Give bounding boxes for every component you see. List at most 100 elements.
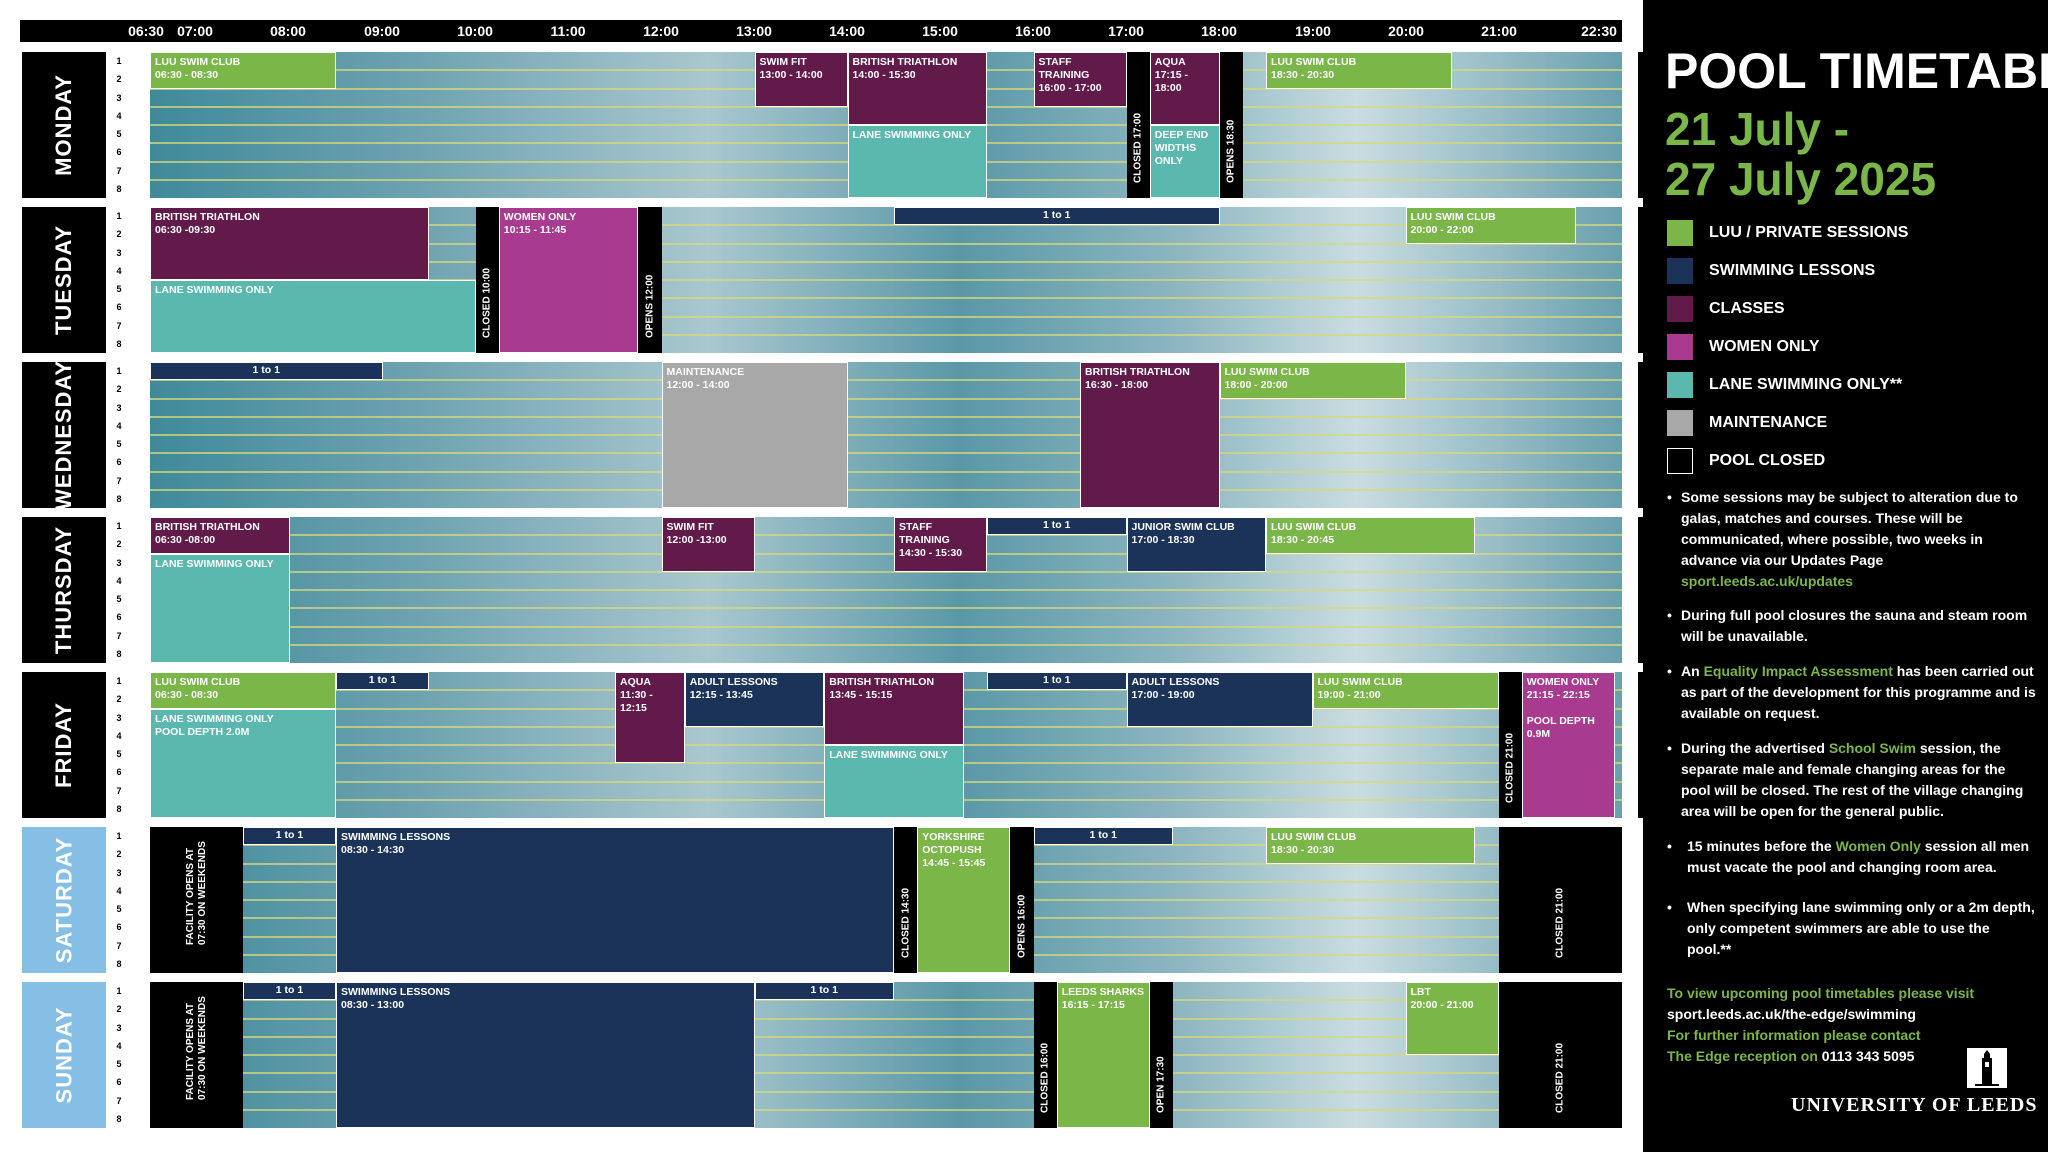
session-text: STAFF TRAINING 16:00 - 17:00 [1038, 56, 1102, 94]
lane-number: 7 [116, 320, 122, 331]
lane-line [150, 1035, 1622, 1038]
lane-number: 5 [116, 129, 122, 139]
session-text: LUU SWIM CLUB 06:30 - 08:30 [155, 676, 241, 701]
contact-info: To view upcoming pool timetables please … [1667, 983, 2037, 1067]
lane-line [150, 552, 1622, 555]
note-text: 15 minutes before the [1687, 838, 1832, 854]
bullet-icon: • [1667, 899, 1672, 915]
session-classes: BRITISH TRIATHLON 16:30 - 18:00 [1080, 362, 1220, 508]
lane-number: 4 [116, 1040, 122, 1051]
note-competent: • When specifying lane swimming only or … [1667, 897, 2037, 960]
page-title: POOL TIMETABLE [1665, 43, 2048, 99]
session-text: STAFF TRAINING 14:30 - 15:30 [899, 521, 963, 559]
contact-line: To view upcoming pool timetables please … [1667, 985, 1975, 1001]
lane-line [150, 379, 1622, 382]
session-lane: LANE SWIMMING ONLY [847, 125, 987, 198]
equality-assessment-link[interactable]: Equality Impact Assessment [1703, 663, 1893, 679]
lane-line [150, 333, 1622, 336]
note-text: During full pool closures the sauna and … [1681, 607, 2028, 644]
day-name: SATURDAY [51, 836, 77, 964]
session-text: LEEDS SHARKS 16:15 - 17:15 [1061, 986, 1145, 1011]
lane-number: 7 [116, 630, 122, 641]
session-text: MAINTENANCE 12:00 - 14:00 [666, 366, 745, 391]
note-school-swim: • During the advertised School Swim sess… [1667, 738, 2037, 822]
pool-day-row: LUU SWIM CLUB 06:30 - 08:30 SWIM FIT 13:0… [150, 52, 1662, 198]
lane-number: 2 [116, 1004, 122, 1015]
lane-number: 4 [116, 110, 122, 121]
lane-number: 6 [116, 457, 122, 468]
time-label: 18:00 [1201, 23, 1237, 39]
session-lane: LANE SWIMMING ONLY [150, 553, 290, 663]
lane-number: 3 [116, 557, 122, 568]
legend-swatch [1667, 372, 1693, 398]
session-luu: LUU SWIM CLUB 20:00 - 22:00 [1405, 207, 1576, 244]
time-label: 07:00 [177, 23, 213, 39]
lane-number: 8 [116, 338, 122, 349]
session-text: LANE SWIMMING ONLY [155, 284, 274, 296]
session-classes: STAFF TRAINING 14:30 - 15:30 [894, 517, 987, 572]
lane-line [150, 589, 1622, 591]
lane-number: 3 [116, 402, 122, 413]
timetables-link[interactable]: sport.leeds.ac.uk/the-edge/swimming [1667, 1006, 1916, 1022]
legend-label: MAINTENANCE [1709, 414, 1828, 431]
session-text: ADULT LESSONS 17:00 - 19:00 [1131, 676, 1220, 701]
note-text: Some sessions may be subject to alterati… [1681, 489, 2018, 568]
note-alterations: • Some sessions may be subject to altera… [1667, 487, 2037, 592]
session-classes: AQUA 11:30 - 12:15 [615, 672, 685, 764]
session-text: 1 to 1 [1043, 209, 1071, 221]
session-luu: YORKSHIRE OCTOPUSH 14:45 - 15:45 [917, 827, 1011, 973]
closure-text: CLOSED 17:00 [1132, 112, 1144, 183]
session-text: 1 to 1 [810, 984, 838, 996]
day-name: SUNDAY [51, 1006, 77, 1104]
phone-number: 0113 343 5095 [1821, 1048, 1915, 1064]
note-text: session, the separate male and female ch… [1681, 740, 2024, 819]
lane-line [150, 643, 1622, 646]
lane-number: 4 [116, 420, 122, 431]
school-swim-link[interactable]: School Swim [1828, 740, 1916, 756]
lane-line [150, 315, 1622, 318]
session-text: JUNIOR SWIM CLUB 17:00 - 18:30 [1131, 521, 1235, 546]
session-classes: AQUA 17:15 - 18:00 [1149, 52, 1220, 125]
session-text: LUU SWIM CLUB 18:30 - 20:30 [1271, 831, 1357, 856]
session-text: AQUA 11:30 - 12:15 [620, 676, 653, 714]
time-label: 17:00 [1108, 23, 1144, 39]
lane-number: 6 [116, 767, 122, 778]
day-name: THURSDAY [51, 525, 76, 655]
updates-link[interactable]: sport.leeds.ac.uk/updates [1681, 573, 1853, 589]
legend-swatch [1667, 296, 1693, 322]
lane-number: 2 [116, 539, 122, 550]
closure-text: CLOSED 10:00 [481, 267, 493, 338]
lane-line [150, 1054, 1622, 1056]
closure-text: CLOSED 16:00 [1039, 1042, 1051, 1113]
note-text: has been carried out as part of the deve… [1681, 663, 2036, 721]
lane-number: 5 [116, 904, 122, 914]
lane-line [150, 397, 1622, 400]
lane-number: 2 [116, 849, 122, 860]
women-only-link[interactable]: Women Only [1835, 838, 1921, 854]
day-label-thursday: THURSDAY [22, 517, 106, 663]
legend-label: LUU / PRIVATE SESSIONS [1709, 224, 1909, 241]
closure-text: OPENS 12:00 [644, 274, 656, 338]
lane-number: 7 [116, 1095, 122, 1106]
session-lessons: 1 to 1 [150, 362, 383, 381]
lane-number: 1 [116, 366, 122, 376]
day-label-sunday: SUNDAY [22, 982, 106, 1128]
legend-label: SWIMMING LESSONS [1709, 262, 1876, 279]
session-lessons: JUNIOR SWIM CLUB 17:00 - 18:30 [1126, 517, 1266, 572]
time-label: 11:00 [550, 23, 586, 39]
lane-number: 1 [116, 676, 122, 686]
session-text: 1 to 1 [275, 829, 304, 841]
closure-label: CLOSED 21:00 [1498, 827, 1622, 973]
bullet-icon: • [1667, 663, 1672, 679]
bullet-icon: • [1667, 838, 1672, 854]
closure-text: CLOSED 14:30 [900, 887, 912, 958]
lane-number: 7 [116, 785, 122, 796]
legend-item-maint: MAINTENANCE [1667, 408, 1827, 438]
lane-number: 3 [116, 867, 122, 878]
lane-number: 1 [116, 56, 122, 66]
session-text: YORKSHIRE OCTOPUSH 14:45 - 15:45 [922, 831, 986, 869]
university-name: UNIVERSITY OF LEEDS [1791, 1094, 2038, 1116]
session-text: BRITISH TRIATHLON 06:30 -09:30 [155, 211, 260, 236]
legend-item-lessons: SWIMMING LESSONS [1667, 256, 1875, 286]
session-text: LUU SWIM CLUB 20:00 - 22:00 [1410, 211, 1496, 236]
